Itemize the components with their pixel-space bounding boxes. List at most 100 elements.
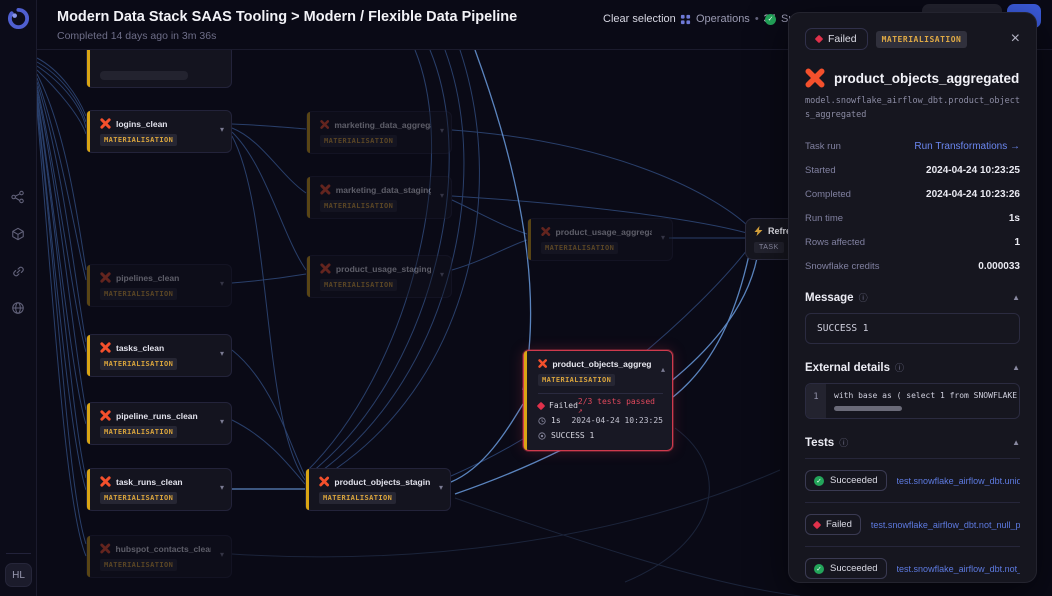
check-circle-icon: ✓ [814,563,824,574]
horizontal-scrollbar[interactable] [834,406,902,412]
chevron-down-icon[interactable]: ▾ [219,483,224,492]
node-accent-stripe [87,335,90,376]
chevron-down-icon[interactable]: ▾ [660,233,665,242]
chevron-up-icon[interactable]: ▴ [660,365,665,374]
node-label: product_usage_aggregated [555,226,652,237]
user-avatar[interactable]: HL [5,563,32,587]
node-accent-stripe [87,469,90,510]
materialisation-badge: MATERIALISATION [541,242,619,254]
detail-row-started: Started 2024-04-24 10:23:25 [805,164,1020,176]
chevron-down-icon[interactable]: ▾ [219,349,224,358]
test-link[interactable]: test.snowflake_airflow_dbt.not_null_pr [870,519,1020,530]
info-icon[interactable]: ⓘ [839,438,849,449]
app-logo[interactable] [7,7,30,35]
divider [805,458,1020,460]
link-icon [12,266,24,276]
info-icon[interactable]: ⓘ [895,363,905,374]
divider [6,553,31,554]
node-timestamp: 2024-04-24 10:23:25 [571,416,663,425]
graph-node-hubspot-contacts-clean[interactable]: hubspot_contacts_clean ▾ MATERIALISATION [86,535,232,578]
check-circle-icon: ✓ [814,475,824,486]
materialisation-badge: MATERIALISATION [100,358,178,370]
chevron-down-icon[interactable]: ▾ [219,125,224,134]
divider [538,393,663,394]
tests-summary-link[interactable]: 2/3 tests passed ↗ [577,396,655,415]
node-runtime: 1s [551,416,561,425]
operations-label: Operations [696,13,750,25]
status-badge: Failed [805,28,868,50]
panel-title: product_objects_aggregated [834,70,1020,86]
run-transformations-link[interactable]: Run Transformations → [914,140,1020,152]
clear-selection-button[interactable]: Clear selection [603,13,676,25]
failed-diamond-icon [536,401,546,410]
test-status-badge: ✓ Succeeded [805,470,887,492]
chevron-down-icon[interactable]: ▾ [219,550,224,559]
chevron-down-icon[interactable]: ▾ [439,270,444,279]
line-number: 1 [806,384,826,419]
graph-node-product-usage-staging[interactable]: product_usage_staging ▾ MATERIALISATION [306,255,452,298]
graph-node-product-objects-staging[interactable]: product_objects_staging ▾ MATERIALISATIO… [305,468,451,511]
graph-node-tasks-clean[interactable]: tasks_clean ▾ MATERIALISATION [86,334,232,377]
node-label: pipelines_clean [116,272,180,283]
graph-node-product-objects-aggregated-selected[interactable]: product_objects_aggregated ▴ MATERIALISA… [523,350,673,451]
chevron-down-icon[interactable]: ▾ [438,483,443,492]
graph-node-partial[interactable] [86,45,232,88]
sidebar: HL [0,0,37,596]
graph-node-marketing-data-aggregated[interactable]: marketing_data_aggregated ▾ MATERIALISAT… [306,111,452,154]
graph-node-marketing-data-staging[interactable]: marketing_data_staging ▾ MATERIALISATION [306,176,452,219]
operations-filter[interactable]: Operations • 35 [680,13,776,25]
graph-node-task-runs-clean[interactable]: task_runs_clean ▾ MATERIALISATION [86,468,232,511]
node-accent-stripe [87,111,90,152]
chevron-down-icon[interactable]: ▾ [439,126,444,135]
materialisation-badge: MATERIALISATION [320,279,398,291]
node-accent-stripe [524,351,527,450]
collapse-icon[interactable]: ▲ [1012,293,1020,303]
node-accent-stripe [87,536,90,577]
sidebar-item-pipelines[interactable] [8,187,28,207]
dag-icon [11,190,24,204]
dbt-icon [100,342,111,353]
node-label: hubspot_contacts_clean [115,543,211,554]
grid-icon [680,14,691,24]
sidebar-item-integrations[interactable] [8,261,28,281]
test-link[interactable]: test.snowflake_airflow_dbt.unique_pro [896,475,1020,486]
materialisation-badge: MATERIALISATION [100,134,178,146]
collapse-icon[interactable]: ▲ [1012,438,1020,448]
dot-separator: • [754,13,759,25]
close-icon[interactable]: × [1010,30,1020,47]
collapse-icon[interactable]: ▲ [1012,363,1020,373]
dbt-icon [541,227,551,236]
external-details-section-header: External details ⓘ ▲ [805,361,1020,374]
materialisation-badge: MATERIALISATION [875,30,968,48]
node-accent-stripe [307,177,310,218]
node-label: product_objects_staging [334,476,430,487]
chevron-down-icon[interactable]: ▾ [219,279,224,288]
graph-node-logins-clean[interactable]: logins_clean ▾ MATERIALISATION [86,110,232,153]
detail-row-task-run: Task run Run Transformations → [805,140,1020,152]
dbt-icon [320,120,330,129]
dbt-icon [100,272,111,283]
test-link[interactable]: test.snowflake_airflow_dbt.not_null_pr [896,563,1020,574]
sidebar-item-products[interactable] [8,224,28,244]
cube-icon [12,227,24,241]
chevron-down-icon[interactable]: ▾ [439,191,444,200]
graph-node-product-usage-aggregated[interactable]: product_usage_aggregated ▾ MATERIALISATI… [527,218,673,261]
sql-code-block: 1 with base as ( select 1 from SNOWFLAKE [805,383,1020,420]
chevron-down-icon[interactable]: ▾ [219,417,224,426]
node-accent-stripe [87,403,90,444]
dbt-icon [805,68,825,88]
graph-node-pipeline-runs-clean[interactable]: pipeline_runs_clean ▾ MATERIALISATION [86,402,232,445]
test-row: ✓ Succeeded test.snowflake_airflow_dbt.un… [805,459,1020,504]
dbt-icon [100,543,111,554]
test-status-badge: Failed [805,514,861,536]
test-row: ✓ Succeeded test.snowflake_airflow_dbt.no… [805,547,1020,582]
node-label: pipeline_runs_clean [116,410,198,421]
node-label: product_objects_aggregated [552,358,651,369]
sql-code-line: with base as ( select 1 from SNOWFLAKE [834,391,1018,401]
graph-node-pipelines-clean[interactable]: pipelines_clean ▾ MATERIALISATION [86,264,232,307]
node-label: task_runs_clean [116,476,183,487]
info-icon[interactable]: ⓘ [858,293,868,304]
sidebar-item-resources[interactable] [8,298,28,318]
node-label: Refre [768,226,792,236]
model-path: model.snowflake_airflow_dbt.product_obje… [805,96,1020,120]
